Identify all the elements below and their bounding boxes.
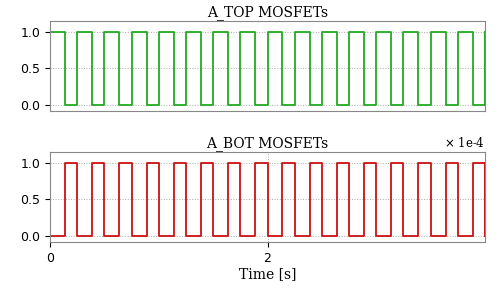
- Title: A_BOT MOSFETs: A_BOT MOSFETs: [206, 136, 328, 151]
- Text: $\times$ 1e-4: $\times$ 1e-4: [444, 136, 485, 150]
- X-axis label: Time [s]: Time [s]: [239, 267, 296, 281]
- Title: A_TOP MOSFETs: A_TOP MOSFETs: [207, 6, 328, 20]
